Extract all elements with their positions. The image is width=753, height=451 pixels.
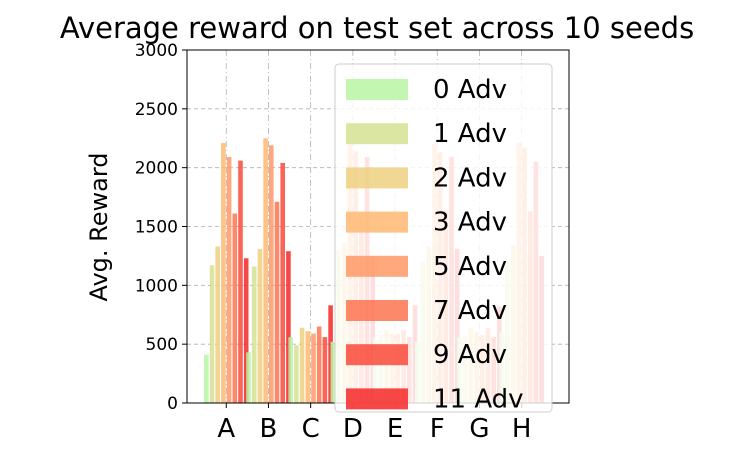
legend-swatch — [346, 344, 408, 366]
bar-B-11-adv — [286, 251, 291, 403]
y-tick-label: 2000 — [135, 159, 178, 179]
x-tick-label: D — [343, 414, 363, 444]
bar-A-5-adv — [226, 157, 232, 403]
bar-C-9-adv — [322, 337, 328, 403]
bar-B-2-adv — [257, 248, 263, 403]
bar-C-3-adv — [305, 331, 311, 403]
bar-B-9-adv — [280, 162, 285, 403]
bar-A-0-adv — [204, 354, 209, 403]
bar-A-1-adv — [209, 265, 215, 403]
legend-swatch — [346, 79, 408, 100]
bar-B-1-adv — [251, 266, 257, 403]
bar-B-3-adv — [263, 138, 268, 403]
x-tick-label: C — [302, 414, 320, 444]
y-tick-label: 1500 — [135, 218, 178, 238]
legend-swatch — [346, 123, 408, 145]
y-tick-label: 0 — [167, 394, 178, 414]
legend-label: 1 Adv — [433, 119, 507, 149]
legend-label: 11 Adv — [433, 384, 524, 414]
bar-B-7-adv — [274, 201, 280, 403]
bar-C-11-adv — [328, 305, 333, 403]
legend: 0 Adv 1 Adv 2 Adv 3 Adv 5 Adv 7 Adv 9 Adv 11 Ad… — [334, 63, 553, 414]
bar-C-1-adv — [294, 345, 299, 403]
bar-B-5-adv — [269, 145, 274, 403]
legend-swatch — [346, 300, 408, 321]
bar-A-2-adv — [215, 246, 220, 403]
x-tick-label: B — [260, 414, 278, 444]
bar-A-9-adv — [238, 160, 243, 403]
bar-C-7-adv — [316, 326, 322, 403]
legend-swatch — [346, 211, 408, 233]
y-tick-label: 1000 — [135, 276, 178, 296]
legend-label: 5 Adv — [433, 252, 507, 282]
legend-label: 3 Adv — [433, 208, 507, 238]
legend-label: 7 Adv — [433, 296, 507, 326]
bar-D-0-adv — [330, 341, 336, 403]
bar-C-0-adv — [288, 337, 293, 403]
y-tick-label: 500 — [146, 335, 178, 355]
bar-B-0-adv — [246, 352, 251, 403]
legend-label: 2 Adv — [433, 163, 507, 193]
bar-A-3-adv — [221, 142, 226, 403]
legend-label: 0 Adv — [433, 75, 507, 105]
bar-A-7-adv — [232, 213, 238, 403]
legend-swatch — [346, 167, 408, 189]
legend-swatch — [346, 255, 408, 277]
y-axis-label: Avg. Reward — [85, 152, 113, 301]
x-tick-label: H — [512, 414, 532, 444]
legend-swatch — [346, 388, 408, 410]
x-tick-label: A — [217, 414, 235, 444]
x-tick-label: F — [430, 414, 445, 444]
x-tick-label: E — [387, 414, 403, 444]
y-tick-label: 2500 — [135, 100, 178, 120]
x-tick-label: G — [469, 414, 489, 444]
chart-title: Average reward on test set across 10 see… — [60, 11, 694, 45]
bar-A-11-adv — [243, 258, 249, 403]
legend-label: 9 Adv — [433, 340, 507, 370]
y-tick-label: 3000 — [135, 41, 178, 61]
bar-C-2-adv — [299, 327, 305, 403]
legend-box — [334, 63, 553, 413]
bar-C-5-adv — [311, 333, 316, 403]
